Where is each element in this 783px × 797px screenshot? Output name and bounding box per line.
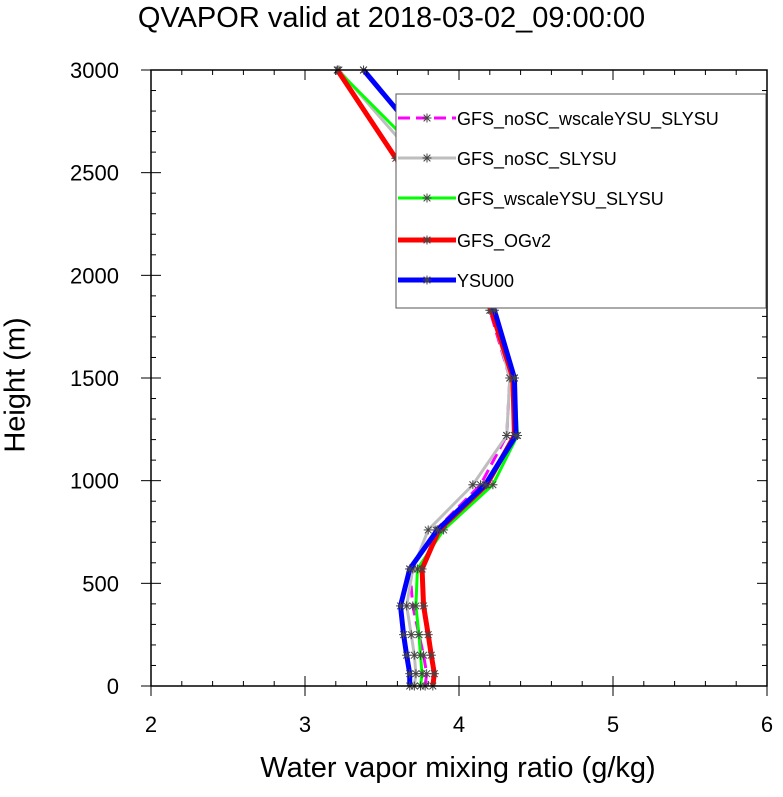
marker-stroke	[424, 526, 432, 534]
chart-title: QVAPOR valid at 2018-03-02_09:00:00	[137, 2, 646, 34]
series-point	[405, 564, 415, 574]
marker-stroke	[399, 630, 408, 639]
x-tick-label: 5	[607, 712, 619, 737]
marker-stroke	[423, 154, 431, 162]
series-point	[395, 601, 405, 611]
legend-label: GFS_OGv2	[457, 231, 551, 252]
series-point	[488, 480, 498, 490]
legend-marker	[422, 153, 432, 163]
legend-label: GFS_wscaleYSU_SLYSU	[457, 189, 664, 210]
marker-stroke	[407, 630, 415, 639]
marker-stroke	[412, 602, 420, 610]
y-tick-label: 1000	[70, 469, 119, 494]
marker-stroke	[418, 669, 426, 678]
series-point	[426, 650, 436, 660]
marker-stroke	[402, 602, 411, 610]
series-point	[509, 373, 519, 383]
legend-marker	[422, 193, 432, 203]
legend-box	[395, 93, 767, 309]
legend-label: YSU00	[457, 271, 514, 291]
marker-stroke	[503, 431, 511, 440]
marker-stroke	[423, 276, 431, 284]
y-tick-label: 3000	[70, 58, 119, 83]
x-tick-label: 2	[145, 712, 157, 737]
y-tick-label: 2500	[70, 161, 119, 186]
y-tick-label: 0	[107, 674, 119, 699]
x-axis-label: Water vapor mixing ratio (g/kg)	[260, 752, 656, 784]
legend-label: GFS_noSC_wscaleYSU_SLYSU	[457, 109, 719, 130]
marker-stroke	[396, 602, 405, 610]
marker-stroke	[410, 651, 419, 659]
legend-marker	[422, 235, 432, 245]
series-point	[411, 601, 421, 611]
series-point	[414, 630, 424, 640]
series-point	[423, 525, 433, 535]
legend-label: GFS_noSC_SLYSU	[457, 149, 617, 170]
marker-stroke	[419, 602, 428, 610]
marker-stroke	[512, 431, 520, 440]
legend: GFS_noSC_wscaleYSU_SLYSU GFS_noSC_SLYSU GF…	[395, 93, 767, 309]
marker-stroke	[424, 630, 432, 639]
series-point	[417, 564, 427, 574]
series-point	[502, 430, 512, 440]
series-point	[423, 630, 433, 640]
marker-stroke	[423, 194, 431, 202]
y-tick-label: 1500	[70, 366, 119, 391]
series-point	[416, 650, 425, 660]
y-tick-label: 2000	[70, 263, 119, 288]
series-point	[399, 630, 409, 640]
marker-stroke	[415, 630, 423, 639]
marker-stroke	[469, 481, 477, 489]
series-point	[402, 650, 412, 660]
series-point	[417, 669, 427, 679]
legend-marker	[422, 275, 432, 285]
marker-stroke	[418, 565, 426, 573]
series-point	[511, 430, 521, 440]
series-point	[480, 480, 490, 490]
x-tick-label: 3	[299, 712, 311, 737]
series-point	[432, 525, 442, 535]
marker-stroke	[423, 236, 431, 244]
x-tick-label: 4	[453, 712, 465, 737]
marker-stroke	[405, 669, 414, 678]
marker-stroke	[402, 651, 411, 659]
y-tick-label: 500	[82, 571, 119, 596]
marker-stroke	[416, 651, 425, 659]
series-point	[468, 480, 478, 490]
marker-stroke	[481, 481, 489, 489]
axis-ticks: 2 3 4 5 6 0 500 1000 1500 2000 2500 3000	[70, 58, 773, 737]
series-point	[419, 601, 429, 611]
legend-marker	[422, 113, 432, 123]
series-point	[402, 601, 412, 611]
marker-stroke	[405, 565, 414, 573]
series-point	[406, 630, 416, 640]
marker-stroke	[412, 669, 420, 678]
y-axis-label: Height (m)	[0, 317, 32, 453]
marker-stroke	[423, 114, 431, 122]
marker-stroke	[433, 526, 442, 534]
series-point	[405, 669, 415, 679]
marker-stroke	[427, 651, 436, 659]
x-tick-label: 6	[761, 712, 773, 737]
series-point	[429, 669, 439, 679]
marker-stroke	[430, 669, 439, 678]
marker-stroke	[510, 374, 519, 382]
marker-stroke	[489, 481, 497, 489]
